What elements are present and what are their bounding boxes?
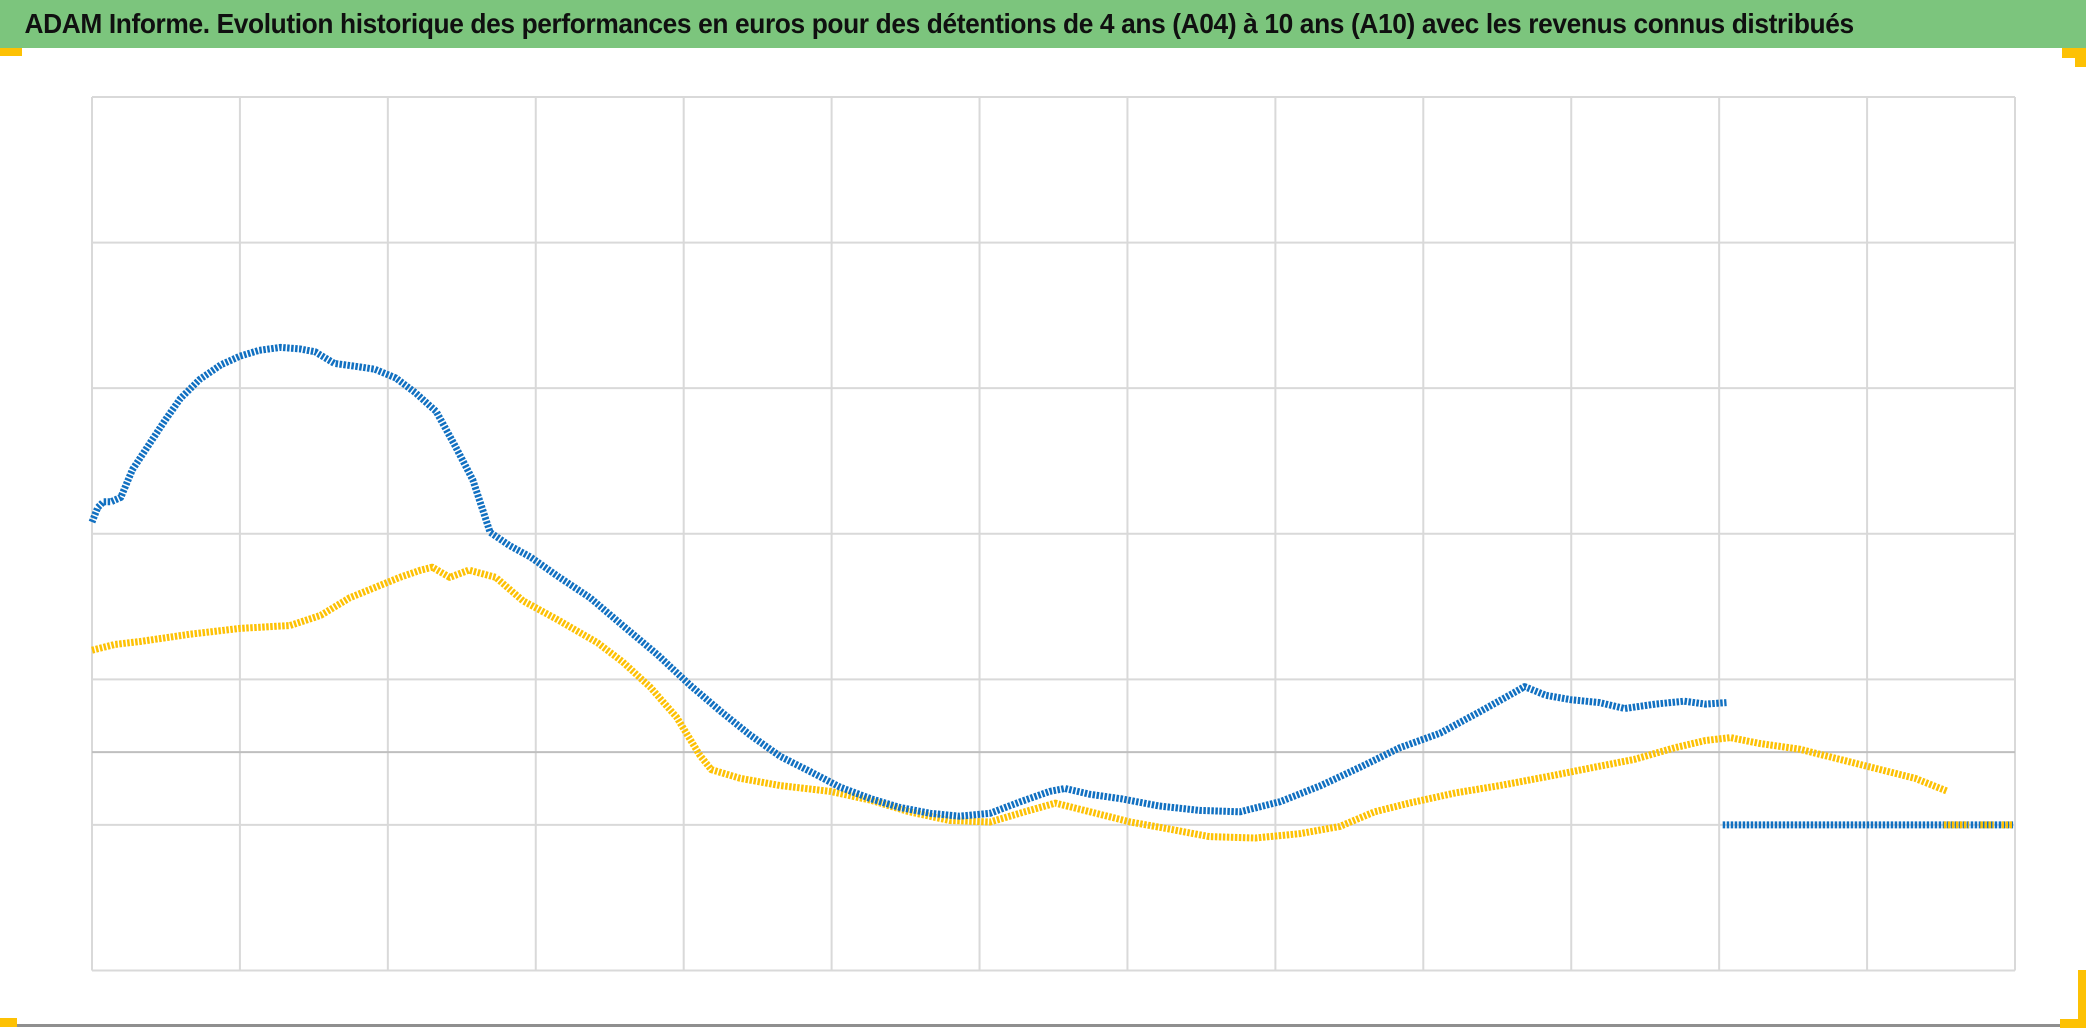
blue-series-line[interactable]	[88, 343, 1727, 820]
gold-accent-top-right-vertical	[2075, 48, 2086, 67]
chart-title-bar: ADAM Informe. Evolution historique des p…	[0, 0, 2086, 48]
bottom-divider-rule	[0, 1024, 2086, 1027]
gold-accent-bottom-right-horizontal	[2060, 1019, 2086, 1028]
gold-accent-bottom-left	[0, 1018, 17, 1027]
gold-accent-top-left	[0, 48, 22, 56]
gold-accent-bottom-right-vertical	[2078, 970, 2086, 1028]
gold-accent-top-right-horizontal	[2062, 48, 2086, 58]
chart-title: ADAM Informe. Evolution historique des p…	[24, 8, 1854, 39]
gold-series-line[interactable]	[91, 563, 1950, 842]
gridlines	[91, 96, 2016, 972]
